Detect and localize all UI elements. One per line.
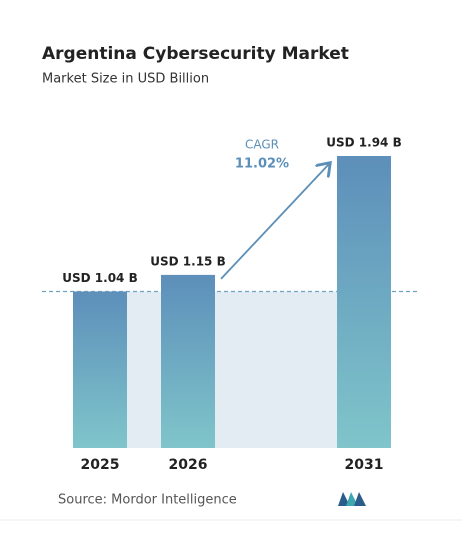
cagr-label: CAGR [245,138,279,152]
logo [338,492,366,506]
source: Source: Mordor Intelligence [58,493,237,508]
x-tick-label: 2031 [345,457,384,473]
bar [161,274,215,448]
value-label: USD 1.94 B [326,136,401,150]
chart-title: Argentina Cybersecurity Market [42,44,349,64]
bar [337,156,391,448]
x-tick-label: 2026 [169,457,208,473]
x-tick-label: 2025 [81,457,120,473]
bar [73,291,127,448]
reference-band [100,291,364,448]
value-label: USD 1.15 B [150,254,225,268]
cagr-arrow [220,164,329,280]
chart-subtitle: Market Size in USD Billion [42,72,209,87]
value-label: USD 1.04 B [62,271,137,285]
cagr-value: 11.02% [235,157,289,172]
